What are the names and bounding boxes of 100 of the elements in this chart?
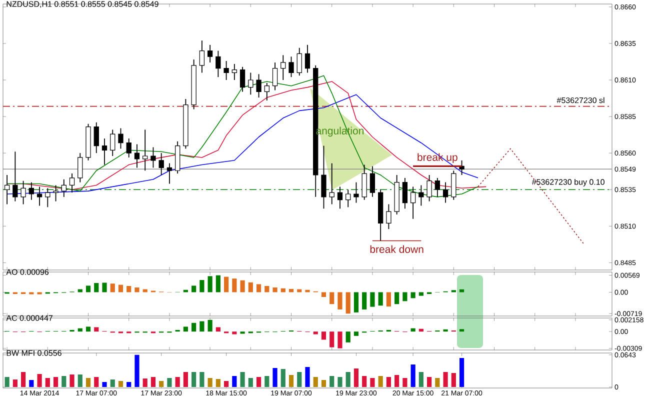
bar xyxy=(418,292,424,296)
candlestick xyxy=(418,184,424,206)
bar xyxy=(78,328,82,332)
bar xyxy=(37,374,42,388)
bar xyxy=(183,326,188,332)
bar xyxy=(216,379,220,388)
bar xyxy=(313,332,318,334)
bar xyxy=(394,292,400,304)
bar xyxy=(410,328,416,332)
bar xyxy=(232,376,237,388)
bar xyxy=(305,367,310,388)
bar xyxy=(321,380,326,388)
bar xyxy=(451,373,456,388)
bar xyxy=(134,354,140,388)
candlestick xyxy=(69,173,75,193)
candlestick xyxy=(134,144,140,168)
bar xyxy=(346,292,350,314)
bar xyxy=(272,368,278,388)
bar xyxy=(288,288,294,292)
bar xyxy=(338,292,342,310)
candlestick xyxy=(272,62,278,91)
candlestick xyxy=(78,152,83,183)
bar xyxy=(134,287,140,292)
bar xyxy=(232,332,237,334)
candlestick xyxy=(12,151,18,202)
bar xyxy=(86,286,91,292)
chart-title: NZDUSD,H1 0.8551 0.8555 0.8545 0.8549 xyxy=(6,1,158,8)
candlestick xyxy=(232,63,237,80)
candlestick xyxy=(354,182,359,204)
bar xyxy=(435,378,440,388)
candlestick xyxy=(224,60,229,80)
bar xyxy=(224,276,229,292)
candlestick xyxy=(256,74,262,98)
bar xyxy=(248,378,253,388)
bar xyxy=(313,377,318,388)
annotation: break down xyxy=(370,245,424,253)
bar xyxy=(94,377,99,388)
bar xyxy=(378,292,383,306)
bar xyxy=(200,321,204,332)
ref-line-label: #53627230 sl xyxy=(556,97,604,104)
bar xyxy=(297,289,302,292)
candlestick xyxy=(166,162,172,184)
bar xyxy=(394,375,400,388)
candlestick xyxy=(442,182,448,204)
candlestick xyxy=(434,177,440,198)
bar xyxy=(200,372,204,388)
bar xyxy=(410,364,416,388)
bar xyxy=(321,332,326,340)
bar xyxy=(427,377,432,388)
bar xyxy=(443,372,448,388)
candlestick xyxy=(199,40,205,74)
bar xyxy=(362,292,367,310)
candlestick xyxy=(280,54,286,80)
bar xyxy=(378,376,383,388)
annotation: break up xyxy=(418,153,458,164)
chart-title: BW MFI 0.0556 xyxy=(6,350,62,356)
bar xyxy=(264,286,270,292)
bar xyxy=(86,326,91,332)
bar xyxy=(175,377,180,388)
candlestick xyxy=(288,56,294,78)
bar xyxy=(370,292,375,307)
bar xyxy=(94,327,99,332)
bar xyxy=(29,380,34,388)
bar xyxy=(248,282,253,292)
candlestick xyxy=(110,129,116,156)
bar xyxy=(256,377,262,388)
bar xyxy=(354,332,359,336)
bar xyxy=(386,292,391,306)
candlestick xyxy=(150,146,156,168)
bar xyxy=(330,332,334,348)
bar xyxy=(305,290,310,292)
bar xyxy=(150,377,156,388)
bar xyxy=(264,376,270,388)
bar xyxy=(297,372,302,388)
candlestick xyxy=(216,50,221,78)
bar xyxy=(118,381,124,388)
candlestick xyxy=(207,44,213,63)
bar xyxy=(410,292,416,298)
candlestick xyxy=(20,180,26,205)
candlestick xyxy=(337,186,343,210)
bar xyxy=(126,286,132,292)
line-series xyxy=(6,94,478,194)
bar xyxy=(370,378,375,388)
bar xyxy=(280,369,286,388)
candlestick xyxy=(4,174,10,205)
bar xyxy=(62,376,66,388)
bar xyxy=(216,275,220,292)
bar xyxy=(208,276,212,292)
candlestick xyxy=(426,174,432,202)
bar xyxy=(354,292,359,312)
bar xyxy=(232,278,237,292)
candlestick xyxy=(410,186,416,220)
bar xyxy=(208,378,212,388)
bar xyxy=(216,327,220,332)
bar xyxy=(362,376,367,388)
bar xyxy=(70,374,74,388)
bar xyxy=(272,287,278,292)
bar xyxy=(86,378,91,388)
bar xyxy=(192,286,196,292)
candlestick xyxy=(61,178,66,198)
